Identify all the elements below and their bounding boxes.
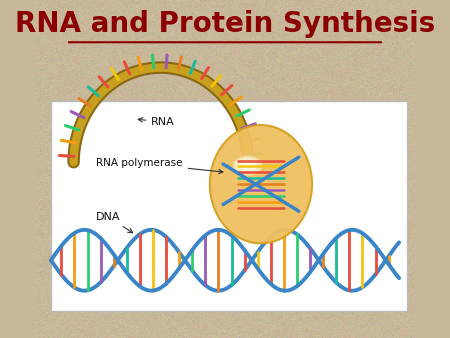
Ellipse shape	[236, 158, 259, 173]
Ellipse shape	[244, 163, 251, 168]
FancyBboxPatch shape	[51, 101, 407, 311]
Ellipse shape	[240, 161, 255, 171]
Ellipse shape	[238, 160, 257, 172]
Text: RNA and Protein Synthesis: RNA and Protein Synthesis	[15, 10, 435, 38]
Ellipse shape	[242, 162, 253, 169]
Ellipse shape	[234, 157, 261, 174]
Ellipse shape	[246, 165, 249, 167]
Text: RNA polymerase: RNA polymerase	[96, 158, 223, 174]
Text: DNA: DNA	[96, 212, 133, 233]
Text: RNA: RNA	[138, 117, 175, 127]
Ellipse shape	[210, 125, 312, 243]
Ellipse shape	[233, 155, 263, 176]
